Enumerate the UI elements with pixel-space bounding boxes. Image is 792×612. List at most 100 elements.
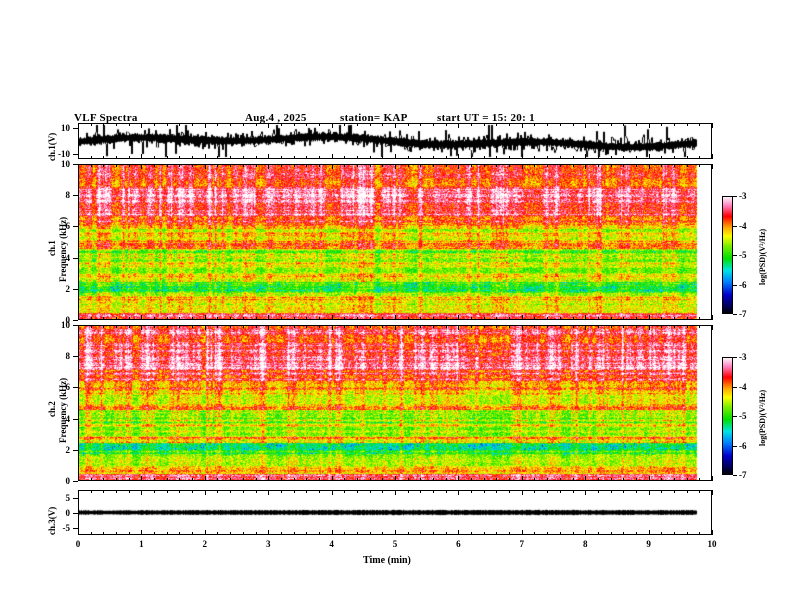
x-tick-mark xyxy=(128,164,130,167)
x-tick-mark xyxy=(331,325,333,330)
x-tick-mark xyxy=(420,478,422,481)
x-tick-mark xyxy=(230,156,232,159)
x-tick-mark xyxy=(318,532,320,535)
x-tick-mark xyxy=(242,156,244,159)
x-tick-mark xyxy=(103,317,105,320)
x-tick-mark xyxy=(103,478,105,481)
x-tick-mark xyxy=(635,532,637,535)
x-tick-mark xyxy=(154,123,156,126)
x-tick-mark xyxy=(344,156,346,159)
x-tick-mark xyxy=(204,164,206,169)
x-tick-mark xyxy=(90,156,92,159)
x-tick-mark xyxy=(128,532,130,535)
x-tick-mark xyxy=(255,317,257,320)
x-tick-mark xyxy=(293,532,295,535)
x-tick-mark xyxy=(712,476,713,481)
x-tick-mark xyxy=(141,530,143,535)
x-tick-mark xyxy=(420,325,422,328)
x-tick-mark xyxy=(204,530,206,535)
x-tick-mark xyxy=(217,325,219,328)
y-tick-mark xyxy=(73,325,78,326)
x-tick-mark xyxy=(712,490,713,495)
x-tick-mark xyxy=(509,532,511,535)
x-tick-mark xyxy=(395,123,396,128)
x-tick-mark xyxy=(103,164,105,167)
colorbar-ch2-label: log(PSD)(V²/Hz) xyxy=(758,389,767,446)
x-tick-mark xyxy=(280,123,282,126)
x-tick-mark xyxy=(547,123,549,126)
x-tick-mark xyxy=(559,532,561,535)
x-tick-mark xyxy=(483,478,485,481)
x-tick-mark xyxy=(116,123,118,126)
x-tick-mark xyxy=(496,164,498,167)
x-tick-mark xyxy=(369,490,371,493)
x-tick-mark xyxy=(585,315,587,320)
x-tick-mark xyxy=(521,123,523,128)
x-tick-mark xyxy=(306,164,308,167)
x-tick-mark xyxy=(217,532,219,535)
x-tick-label: 6 xyxy=(456,539,461,549)
x-tick-mark xyxy=(445,478,447,481)
x-tick-mark xyxy=(559,325,561,328)
colorbar-ch1-frame xyxy=(722,196,733,314)
panel-ch2-spectrogram-ylabel-freq: Frequency (kHz) xyxy=(58,377,68,443)
x-tick-mark xyxy=(699,478,701,481)
x-tick-mark xyxy=(534,123,536,126)
x-tick-mark xyxy=(242,123,244,126)
x-tick-mark xyxy=(420,156,422,159)
x-tick-mark xyxy=(433,164,435,167)
x-tick-mark xyxy=(471,317,473,320)
x-tick-mark xyxy=(445,164,447,167)
x-tick-mark xyxy=(128,478,130,481)
x-tick-mark xyxy=(204,325,206,330)
x-tick-mark xyxy=(369,123,371,126)
x-tick-mark xyxy=(610,490,612,493)
station-label: station= KAP xyxy=(340,112,408,124)
x-tick-mark xyxy=(699,325,701,328)
x-tick-mark xyxy=(712,154,713,159)
x-tick-mark xyxy=(78,530,79,535)
x-tick-mark xyxy=(597,156,599,159)
x-tick-mark xyxy=(610,156,612,159)
y-tick-mark xyxy=(73,512,78,514)
x-tick-mark xyxy=(661,164,663,167)
x-tick-mark xyxy=(242,490,244,493)
x-tick-mark xyxy=(648,315,650,320)
x-tick-mark xyxy=(623,156,625,159)
x-tick-mark xyxy=(559,490,561,493)
x-tick-mark xyxy=(369,325,371,328)
x-tick-mark xyxy=(648,490,650,495)
x-tick-mark xyxy=(293,317,295,320)
x-tick-mark xyxy=(635,325,637,328)
x-tick-mark xyxy=(509,164,511,167)
x-tick-mark xyxy=(280,317,282,320)
x-tick-mark xyxy=(331,490,333,495)
x-tick-label: 9 xyxy=(646,539,651,549)
x-tick-mark xyxy=(293,123,295,126)
x-tick-mark xyxy=(471,156,473,159)
y-tick-mark xyxy=(73,153,78,155)
colorbar-ch1-tick-label: -5 xyxy=(739,250,747,260)
x-tick-mark xyxy=(280,490,282,493)
x-tick-mark xyxy=(356,123,358,126)
x-tick-mark xyxy=(166,490,168,493)
x-tick-mark xyxy=(293,164,295,167)
x-tick-mark xyxy=(179,123,181,126)
x-tick-mark xyxy=(445,156,447,159)
x-tick-label: 5 xyxy=(392,539,398,549)
x-tick-mark xyxy=(433,532,435,535)
x-tick-mark xyxy=(217,490,219,493)
x-tick-mark xyxy=(268,325,270,330)
x-tick-mark xyxy=(521,530,523,535)
ch1-waveform-ylabel: ch.1(V) xyxy=(47,132,57,161)
x-tick-mark xyxy=(154,478,156,481)
x-tick-mark xyxy=(635,123,637,126)
colorbar-ch1-tick-label: -6 xyxy=(739,279,747,290)
x-tick-mark xyxy=(661,478,663,481)
start-ut-label: start UT = 15: 20: 1 xyxy=(437,112,535,124)
x-tick-mark xyxy=(242,532,244,535)
y-tick-mark xyxy=(73,164,78,165)
y-tick-label: 10 xyxy=(61,159,70,169)
x-tick-mark xyxy=(356,532,358,535)
colorbar-ch2-tick-label: -5 xyxy=(739,411,747,421)
